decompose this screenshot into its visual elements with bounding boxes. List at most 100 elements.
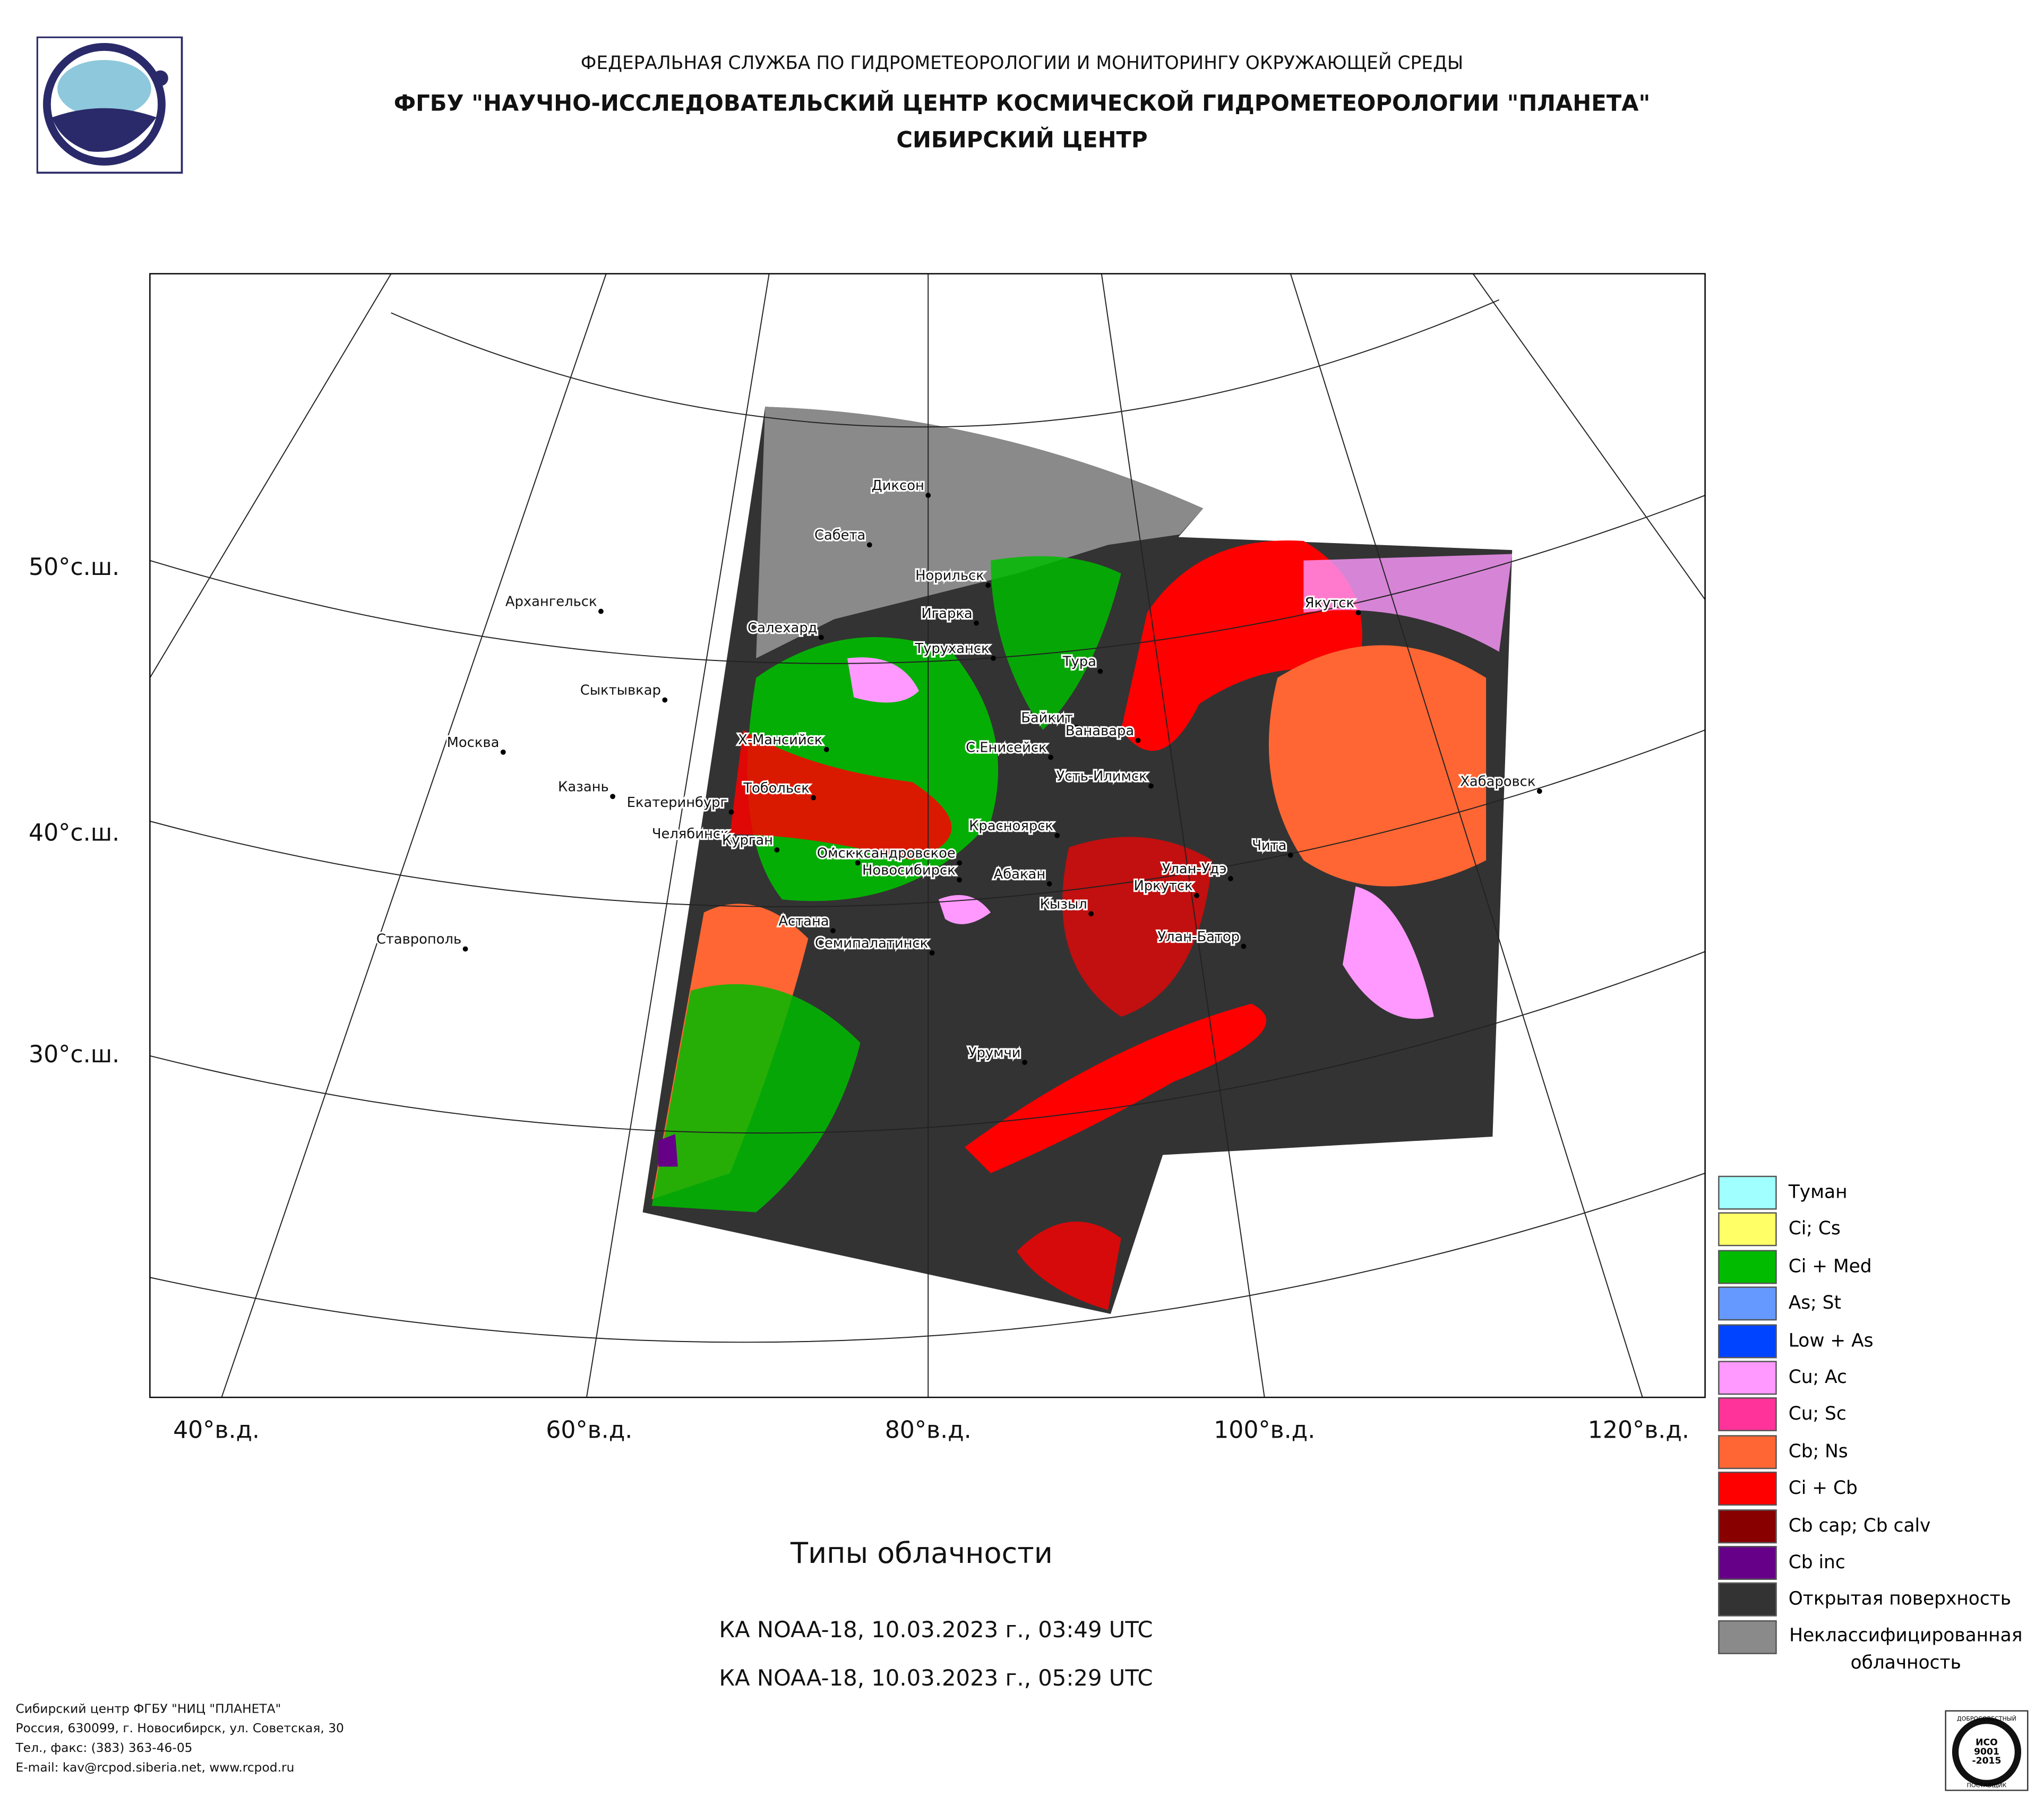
city-dot — [1097, 668, 1103, 674]
badge-text: 9001 — [1974, 1747, 1999, 1757]
city-dot — [1536, 788, 1542, 794]
city-label: Москва — [447, 735, 500, 751]
legend-label: Cb; Ns — [1788, 1441, 1848, 1463]
city-dot — [1074, 725, 1080, 730]
city-label: Норильск — [915, 568, 984, 584]
city-dot — [662, 697, 668, 703]
city-dot — [1287, 852, 1293, 858]
legend-swatch — [1718, 1583, 1777, 1617]
city-label: Усть-Илимск — [1057, 769, 1147, 785]
city-label: Ставрополь — [376, 932, 461, 948]
city-dot — [610, 794, 615, 800]
city-label: Омск — [817, 846, 854, 862]
city-label: Новосибирск — [862, 863, 956, 879]
city-dot — [1022, 1060, 1027, 1065]
city-label: Александровское — [829, 846, 956, 862]
city-dot — [991, 656, 996, 661]
lon-label: 40°в.д. — [173, 1416, 260, 1445]
city-dot — [855, 860, 861, 866]
legend-label: Ci + Med — [1788, 1256, 1872, 1277]
lon-label: 60°в.д. — [546, 1416, 633, 1445]
city-dot — [929, 950, 935, 956]
graticule — [149, 273, 1706, 1398]
city-label: Урумчи — [968, 1045, 1021, 1061]
city-dot — [866, 542, 872, 548]
city-label: Ванавара — [1066, 723, 1134, 739]
city-label: Диксон — [872, 478, 924, 494]
legend-swatch — [1718, 1620, 1777, 1654]
city-label: Чита — [1252, 838, 1286, 854]
city-label: Челябинск — [652, 826, 729, 842]
city-dot — [774, 847, 780, 853]
footer-line: Тел., факс: (383) 363-46-05 — [15, 1741, 193, 1756]
legend-item: Ci + Med — [1718, 1250, 2031, 1284]
legend-swatch — [1718, 1546, 1777, 1580]
city-dot — [957, 877, 963, 883]
legend-swatch — [1718, 1509, 1777, 1543]
city-label: Улан-Удэ — [1162, 861, 1227, 877]
badge-text: ПОСТАВЩИК — [1967, 1782, 2007, 1789]
legend-item: Cb inc — [1718, 1546, 2031, 1580]
city-dot — [957, 860, 963, 866]
city-label: Х-Мансийск — [738, 732, 822, 748]
city-label: Архангельск — [505, 594, 597, 610]
legend-label: Cu; Sc — [1788, 1404, 1847, 1425]
legend-item: Неклассифицированная облачность — [1718, 1620, 2031, 1673]
city-dot — [1088, 911, 1094, 917]
lon-label: 100°в.д. — [1214, 1416, 1316, 1445]
pass-info: КА NOAA-18, 10.03.2023 г., 03:49 UTC — [719, 1618, 1153, 1644]
city-dot — [1046, 881, 1052, 887]
city-dot — [500, 749, 506, 755]
legend-label: Туман — [1788, 1182, 1848, 1204]
city-dot — [728, 809, 734, 815]
legend-label: Ci; Cs — [1788, 1219, 1841, 1241]
lat-label: 40°с.ш. — [29, 820, 120, 847]
city-label: Иркутск — [1133, 878, 1192, 894]
city-label: Семипалатинск — [815, 935, 928, 951]
city-label: Хабаровск — [1460, 774, 1535, 790]
legend-swatch — [1718, 1286, 1777, 1321]
city-dot — [1241, 943, 1247, 949]
city-label: Сабета — [814, 528, 865, 544]
header-line: ФЕДЕРАЛЬНАЯ СЛУЖБА ПО ГИДРОМЕТЕОРОЛОГИИ … — [580, 53, 1464, 74]
legend-item: Cu; Sc — [1718, 1398, 2031, 1432]
city-dot — [974, 620, 979, 626]
lat-label: 50°с.ш. — [29, 554, 120, 582]
city-dot — [1194, 892, 1199, 898]
city-dot — [1227, 876, 1233, 881]
legend-item: Туман — [1718, 1175, 2031, 1210]
satellite-image — [642, 407, 1513, 1314]
city-dot — [985, 582, 991, 588]
badge-text: ИСО — [1976, 1738, 1998, 1748]
city-label: Улан-Батор — [1157, 929, 1240, 945]
lon-label: 80°в.д. — [884, 1416, 972, 1445]
legend-swatch — [1718, 1323, 1777, 1358]
pass-info: КА NOAA-18, 10.03.2023 г., 05:29 UTC — [719, 1665, 1153, 1692]
footer-line: Сибирский центр ФГБУ "НИЦ "ПЛАНЕТА" — [15, 1702, 281, 1717]
legend-label: Открытая поверхность — [1788, 1589, 2012, 1611]
legend-label: Low + As — [1788, 1330, 1874, 1352]
legend-label: Ci + Cb — [1788, 1478, 1858, 1500]
legend-swatch — [1718, 1398, 1777, 1432]
city-dot — [730, 840, 735, 846]
city-label: С.Енисейск — [966, 740, 1047, 756]
city-dot — [811, 795, 817, 801]
legend-swatch — [1718, 1361, 1777, 1395]
legend-item: As; St — [1718, 1286, 2031, 1321]
legend-item: Открытая поверхность — [1718, 1583, 2031, 1617]
legend-label: Cb cap; Cb calv — [1788, 1515, 1931, 1536]
legend-item: Low + As — [1718, 1323, 2031, 1358]
legend-label: Неклассифицированная облачность — [1789, 1625, 2023, 1674]
city-dot — [925, 493, 931, 498]
logo — [36, 36, 183, 174]
legend-label: As; St — [1788, 1293, 1842, 1314]
city-label: Красноярск — [969, 818, 1053, 834]
city-dot — [1355, 610, 1361, 615]
lon-label: 120°в.д. — [1587, 1416, 1689, 1445]
legend-label: Cu; Ac — [1788, 1367, 1847, 1388]
city-dot — [823, 746, 829, 752]
footer-line: E-mail: kav@rcpod.siberia.net, www.rcpod… — [15, 1761, 295, 1776]
